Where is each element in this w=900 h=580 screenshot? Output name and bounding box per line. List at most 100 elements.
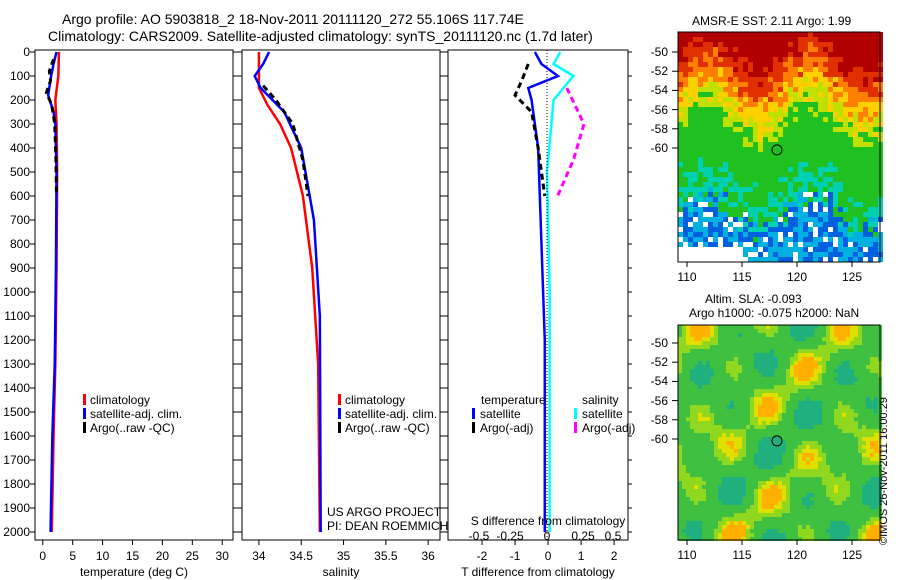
sla-cell: [714, 381, 718, 385]
sla-cell: [794, 377, 798, 381]
sla-cell: [738, 413, 742, 417]
sla-cell: [822, 393, 826, 397]
sst-cell: [778, 57, 783, 62]
sla-cell: [730, 377, 734, 381]
sla-cell: [750, 461, 754, 465]
sla-cell: [770, 345, 774, 349]
sla-cell: [714, 493, 718, 497]
sla-cell: [786, 401, 790, 405]
sst-cell: [773, 187, 778, 192]
sst-cell: [748, 122, 753, 127]
sla-cell: [790, 385, 794, 389]
sla-cell: [846, 505, 850, 509]
sla-cell: [786, 377, 790, 381]
sst-cell: [728, 72, 733, 77]
sla-cell: [846, 513, 850, 517]
sla-cell: [758, 337, 762, 341]
sla-cell: [710, 349, 714, 353]
sla-cell: [690, 409, 694, 413]
sla-cell: [718, 377, 722, 381]
sst-cell: [873, 242, 878, 247]
sla-cell: [698, 429, 702, 433]
sla-cell: [862, 437, 866, 441]
sst-cell: [768, 37, 773, 42]
sst-cell: [818, 127, 823, 132]
sla-cell: [822, 465, 826, 469]
sla-cell: [738, 529, 742, 533]
sla-cell: [822, 417, 826, 421]
sst-cell: [678, 232, 683, 237]
sla-cell: [842, 501, 846, 505]
sla-cell: [714, 349, 718, 353]
sla-cell: [838, 325, 842, 329]
x-tick-label: 35: [336, 549, 351, 563]
sla-cell: [854, 389, 858, 393]
sst-cell: [723, 107, 728, 112]
sla-cell: [766, 385, 770, 389]
sst-cell: [678, 252, 683, 257]
sla-cell: [794, 461, 798, 465]
depth-tick-label: 1200: [3, 333, 30, 347]
sst-cell: [683, 57, 688, 62]
sst-cell: [768, 167, 773, 172]
sla-cell: [810, 369, 814, 373]
sla-cell: [846, 469, 850, 473]
sla-cell: [698, 457, 702, 461]
sla-cell: [762, 449, 766, 453]
sla-cell: [774, 369, 778, 373]
sla-cell: [806, 337, 810, 341]
sla-cell: [714, 345, 718, 349]
sla-cell: [762, 497, 766, 501]
sla-cell: [818, 497, 822, 501]
sla-cell: [850, 533, 854, 537]
sst-cell: [858, 247, 863, 252]
sst-cell: [678, 172, 683, 177]
sla-cell: [826, 537, 830, 541]
sst-cell: [803, 87, 808, 92]
sla-cell: [742, 385, 746, 389]
sla-cell: [746, 509, 750, 513]
sla-cell: [726, 489, 730, 493]
sst-cell: [728, 237, 733, 242]
sst-cell: [758, 107, 763, 112]
sla-cell: [858, 429, 862, 433]
sst-cell: [858, 192, 863, 197]
sla-cell: [770, 325, 774, 329]
sla-cell: [742, 537, 746, 541]
sst-cell: [753, 177, 758, 182]
sla-cell: [730, 365, 734, 369]
sla-cell: [802, 533, 806, 537]
sla-cell: [678, 485, 682, 489]
sst-cell: [818, 202, 823, 207]
sst-cell: [858, 167, 863, 172]
sla-cell: [786, 341, 790, 345]
sst-cell: [778, 77, 783, 82]
x-tick-label: 36: [421, 549, 435, 563]
sst-cell: [788, 167, 793, 172]
sst-cell: [818, 57, 823, 62]
sla-cell: [834, 509, 838, 513]
sla-cell: [718, 501, 722, 505]
sla-cell: [722, 457, 726, 461]
sst-cell: [833, 102, 838, 107]
sla-cell: [734, 537, 738, 541]
sla-cell: [746, 365, 750, 369]
sla-cell: [762, 437, 766, 441]
sst-cell: [778, 192, 783, 197]
sst-cell: [703, 62, 708, 67]
sst-cell: [868, 177, 873, 182]
sla-cell: [858, 473, 862, 477]
sla-cell: [698, 345, 702, 349]
sst-cell: [833, 67, 838, 72]
sla-cell: [690, 341, 694, 345]
sla-cell: [842, 465, 846, 469]
sla-cell: [734, 493, 738, 497]
sla-cell: [782, 453, 786, 457]
sst-cell: [823, 242, 828, 247]
sst-cell: [868, 42, 873, 47]
sst-cell: [823, 57, 828, 62]
sla-cell: [786, 325, 790, 329]
sla-cell: [682, 341, 686, 345]
sst-cell: [848, 137, 853, 142]
sla-cell: [750, 509, 754, 513]
